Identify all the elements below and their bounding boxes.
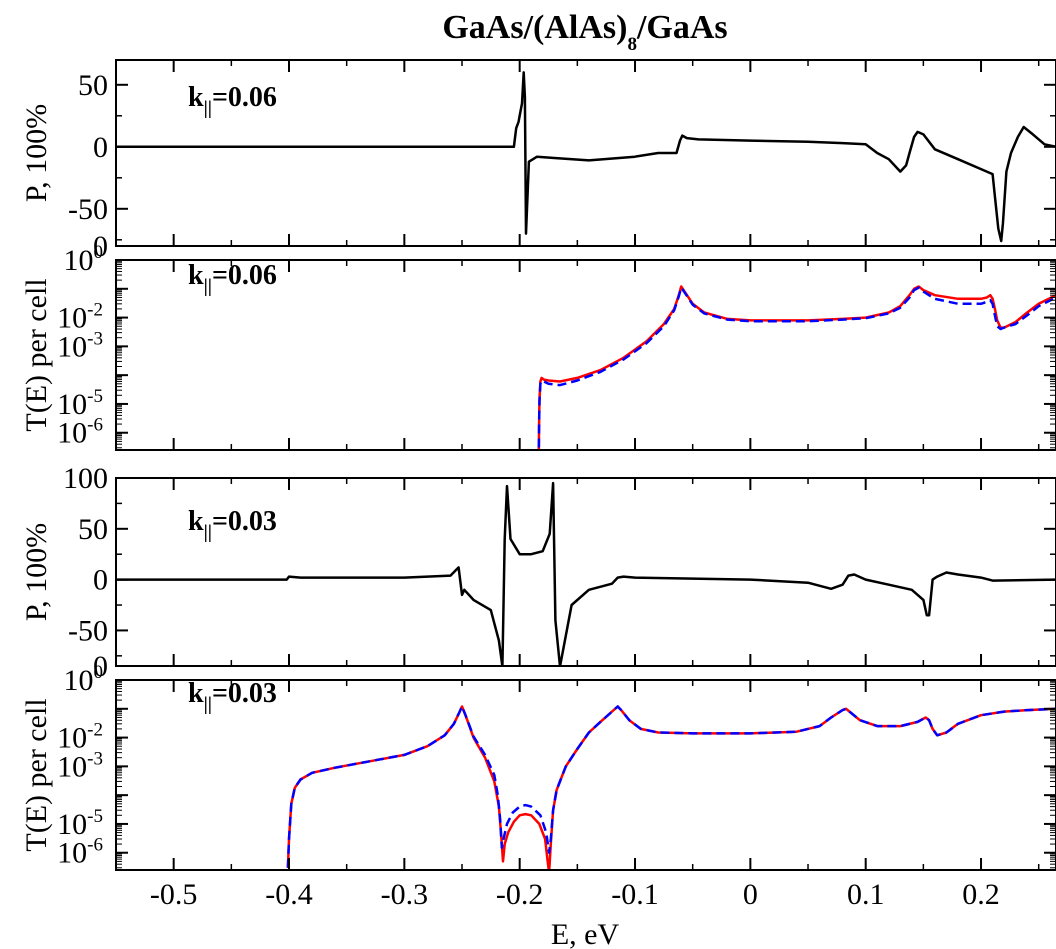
y-tick-exponent: -3 bbox=[87, 328, 103, 349]
y-tick-label: 0 bbox=[93, 564, 108, 597]
x-tick-label: 0.2 bbox=[962, 878, 1000, 911]
y-tick-label: 10-3 bbox=[57, 748, 103, 783]
y-tick-exponent: -2 bbox=[87, 720, 103, 741]
series-solid-4 bbox=[286, 705, 1056, 870]
annotation-subscript: || bbox=[204, 98, 212, 119]
annotation-value: =0.03 bbox=[212, 678, 277, 709]
x-tick-label: -0.5 bbox=[150, 878, 198, 911]
panel-series bbox=[116, 481, 1056, 666]
chart-title: GaAs/(AlAs)8/GaAs bbox=[442, 9, 727, 55]
panel-frame bbox=[115, 477, 1056, 667]
annotation-value: =0.03 bbox=[212, 506, 277, 537]
y-tick-base: 10 bbox=[57, 330, 87, 363]
panel-annotation: k||=0.03 bbox=[188, 678, 277, 715]
y-tick-exponent: 0 bbox=[94, 242, 104, 263]
y-tick-label: 50 bbox=[78, 513, 108, 546]
y-tick-label: 10-2 bbox=[57, 300, 103, 335]
annotation-subscript: || bbox=[204, 276, 212, 297]
y-tick-exponent: -6 bbox=[87, 835, 103, 856]
annotation-subscript: || bbox=[204, 522, 212, 543]
annotation-k: k bbox=[188, 506, 204, 537]
y-tick-label: 10-5 bbox=[57, 386, 103, 421]
panel-1: 50 0 -50 0 P, 100% k||=0.06 bbox=[20, 59, 1056, 263]
y-tick-label: -50 bbox=[68, 614, 108, 647]
y-tick-base: 10 bbox=[57, 837, 87, 870]
y-tick-base: 10 bbox=[57, 722, 87, 755]
panel-series bbox=[537, 285, 1056, 450]
y-tick-label: 100 bbox=[64, 662, 104, 697]
series-dashed-2 bbox=[537, 286, 1056, 450]
y-tick-base: 10 bbox=[57, 417, 87, 450]
y-tick-label: 0 bbox=[93, 131, 108, 164]
y-tick-label: 10-2 bbox=[57, 720, 103, 755]
y-tick-label: 100 bbox=[64, 242, 104, 277]
annotation-k: k bbox=[188, 82, 204, 113]
y-tick-label: -50 bbox=[68, 193, 108, 226]
series-dashed-4 bbox=[286, 705, 1056, 868]
annotation-value: =0.06 bbox=[212, 82, 277, 113]
y-tick-base: 10 bbox=[64, 664, 94, 697]
y-tick-label: 0 bbox=[93, 650, 108, 683]
y-tick-label: 100 bbox=[63, 462, 108, 495]
y-tick-base: 10 bbox=[57, 750, 87, 783]
annotation-k: k bbox=[188, 678, 204, 709]
y-tick-label: 0 bbox=[93, 230, 108, 263]
y-tick-label: 10-5 bbox=[57, 806, 103, 841]
y-tick-exponent: -5 bbox=[87, 806, 103, 827]
panel-annotation: k||=0.03 bbox=[188, 506, 277, 543]
annotation-value: =0.06 bbox=[212, 260, 277, 291]
x-tick-label: -0.4 bbox=[265, 878, 313, 911]
x-axis-label: E, eV bbox=[551, 918, 620, 949]
x-tick-label: -0.3 bbox=[381, 878, 429, 911]
x-tick-label: -0.2 bbox=[496, 878, 544, 911]
panel-series bbox=[286, 705, 1056, 870]
y-tick-label: 10-6 bbox=[57, 415, 103, 450]
y-tick-label: 50 bbox=[78, 69, 108, 102]
panel-annotation: k||=0.06 bbox=[188, 260, 277, 297]
y-tick-exponent: -2 bbox=[87, 300, 103, 321]
y-tick-base: 10 bbox=[57, 388, 87, 421]
y-tick-exponent: -3 bbox=[87, 748, 103, 769]
panel-frame bbox=[115, 59, 1056, 247]
y-axis-label: T(E) per cell bbox=[20, 278, 53, 431]
y-axis-label: T(E) per cell bbox=[20, 698, 53, 851]
y-axis-label: P, 100% bbox=[20, 104, 53, 202]
annotation-k: k bbox=[188, 260, 204, 291]
y-tick-exponent: 0 bbox=[94, 662, 104, 683]
annotation-subscript: || bbox=[204, 694, 212, 715]
y-tick-base: 10 bbox=[57, 302, 87, 335]
y-tick-exponent: -6 bbox=[87, 415, 103, 436]
panel-annotation: k||=0.06 bbox=[188, 82, 277, 119]
series-solid-2 bbox=[537, 285, 1056, 450]
x-tick-label: 0.1 bbox=[847, 878, 885, 911]
y-axis-label: P, 100% bbox=[20, 523, 53, 621]
y-tick-base: 10 bbox=[64, 244, 94, 277]
series-polarization-1 bbox=[116, 71, 1056, 243]
y-tick-base: 10 bbox=[57, 808, 87, 841]
panel-3: 100 50 0 -50 0 P, 100% k||=0.03 bbox=[20, 462, 1056, 683]
y-tick-exponent: -5 bbox=[87, 386, 103, 407]
y-tick-label: 10-6 bbox=[57, 835, 103, 870]
x-tick-label: -0.1 bbox=[611, 878, 659, 911]
series-polarization-3 bbox=[116, 481, 1056, 666]
panel-series bbox=[116, 71, 1056, 243]
y-tick-label: 10-3 bbox=[57, 328, 103, 363]
x-tick-label: 0 bbox=[743, 878, 758, 911]
